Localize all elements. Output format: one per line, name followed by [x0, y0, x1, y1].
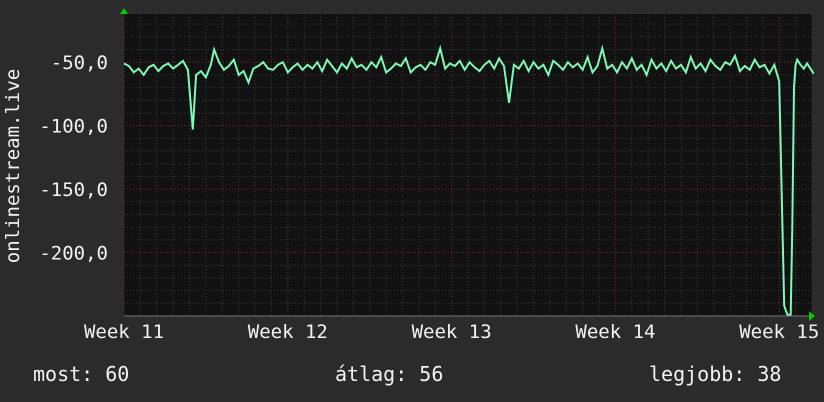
y-axis-label: onlinestream.live: [2, 69, 24, 263]
x-tick-label: Week 15: [739, 321, 819, 343]
y-tick-labels: -200,0 -150,0 -100,0 -50,0: [39, 52, 108, 264]
y-tick-label: -200,0: [39, 243, 108, 265]
x-tick-labels: Week 11 Week 12 Week 13 Week 14 Week 15: [84, 321, 819, 343]
y-tick-label: -50,0: [51, 52, 108, 74]
x-axis-arrow: [809, 311, 815, 321]
x-tick-label: Week 13: [412, 321, 492, 343]
x-tick-label: Week 11: [84, 321, 164, 343]
stat-average: átlag: 56: [335, 362, 444, 386]
major-grid: [123, 14, 812, 316]
series-line: [123, 44, 815, 316]
x-tick-label: Week 12: [248, 321, 328, 343]
stat-current: most: 60: [33, 362, 130, 386]
y-tick-label: -100,0: [39, 116, 108, 138]
y-axis-arrow: [120, 8, 128, 14]
y-tick-label: -150,0: [39, 179, 108, 201]
x-tick-label: Week 14: [575, 321, 655, 343]
stat-max: legjobb: 38: [649, 362, 782, 386]
